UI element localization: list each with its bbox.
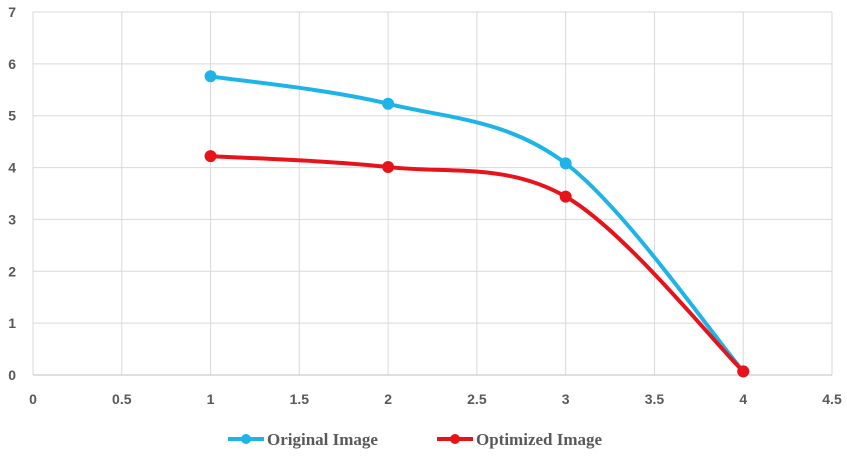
legend: Original Image Optimized Image (228, 430, 603, 449)
x-tick-label: 3 (562, 391, 570, 407)
series-line-2 (208, 154, 746, 374)
series-1-point (559, 157, 572, 170)
y-tick-label: 7 (8, 4, 16, 20)
series-line-1 (208, 74, 746, 374)
y-tick-label: 5 (8, 108, 16, 124)
x-tick-label: 1 (207, 391, 215, 407)
y-tick-label: 2 (8, 263, 16, 279)
grid (32, 11, 833, 376)
y-tick-label: 4 (8, 160, 16, 176)
x-tick-label: 2.5 (467, 391, 487, 407)
series-2-point (204, 150, 217, 163)
x-tick-label: 4.5 (822, 391, 842, 407)
x-tick-label: 1.5 (290, 391, 310, 407)
x-tick-label: 3.5 (645, 391, 665, 407)
y-tick-label: 6 (8, 56, 16, 72)
y-tick-label: 1 (8, 315, 16, 331)
y-tick-label: 3 (8, 211, 16, 227)
axes: 0 0.5 1 1.5 2 2.5 3 3.5 4 4.5 0 1 2 3 4 5 6 7 (8, 4, 842, 407)
x-tick-label: 0 (29, 391, 37, 407)
series-2-point (559, 190, 572, 203)
series-layer (204, 70, 750, 378)
series-1-point (204, 70, 217, 83)
x-tick-label: 4 (739, 391, 747, 407)
series-2-point (737, 365, 750, 378)
legend-swatch-marker (241, 434, 251, 444)
series-2-point (382, 161, 395, 174)
y-tick-label: 0 (8, 367, 16, 383)
x-tick-label: 2 (384, 391, 392, 407)
legend-label: Original Image (267, 430, 378, 449)
series-1-point (382, 97, 395, 110)
legend-swatch-marker (450, 434, 460, 444)
x-tick-label: 0.5 (112, 391, 132, 407)
legend-label: Optimized Image (476, 430, 603, 449)
